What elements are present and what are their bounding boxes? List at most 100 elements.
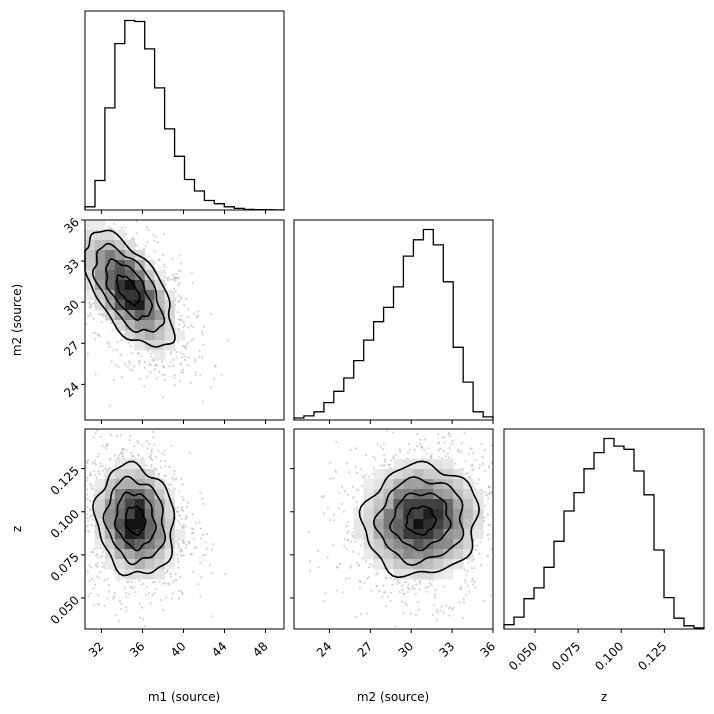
sample-point xyxy=(92,548,96,551)
sample-point xyxy=(331,477,334,480)
density-cell xyxy=(114,509,126,520)
sample-point xyxy=(185,297,188,300)
sample-point xyxy=(151,430,154,433)
sample-point xyxy=(490,461,493,464)
sample-point xyxy=(173,374,176,377)
contour-level xyxy=(372,476,465,567)
sample-point xyxy=(375,585,378,588)
sample-point xyxy=(152,436,155,439)
x-tick-label: 48 xyxy=(250,639,271,660)
sample-point xyxy=(461,617,465,620)
density-cell xyxy=(95,260,106,271)
sample-point xyxy=(467,584,470,587)
sample-point xyxy=(349,448,352,452)
density-cell xyxy=(413,489,424,500)
density-cell xyxy=(443,559,454,570)
sample-point xyxy=(149,602,152,605)
sample-point xyxy=(415,583,418,586)
sample-point xyxy=(141,444,144,447)
sample-point xyxy=(169,575,172,578)
sample-point xyxy=(110,322,113,325)
density-cell xyxy=(393,509,404,520)
sample-point xyxy=(188,542,191,545)
sample-point xyxy=(483,599,486,602)
sample-point xyxy=(112,597,115,600)
density-cell xyxy=(453,469,464,480)
sample-point xyxy=(488,533,491,536)
sample-point xyxy=(174,277,177,280)
sample-point xyxy=(474,586,477,589)
density-cell xyxy=(104,519,116,530)
sample-point xyxy=(152,357,155,360)
sample-point xyxy=(149,456,152,459)
panel-frame xyxy=(84,428,285,630)
density-cell xyxy=(363,529,374,540)
sample-point xyxy=(184,518,187,521)
sample-point xyxy=(94,338,97,341)
sample-point xyxy=(337,491,341,494)
sample-point xyxy=(366,612,369,615)
sample-point xyxy=(406,457,409,460)
sample-point xyxy=(127,341,130,344)
sample-point xyxy=(182,509,185,512)
sample-point xyxy=(88,564,91,567)
sample-point xyxy=(194,371,198,374)
sample-point xyxy=(194,360,197,363)
sample-point xyxy=(138,603,141,606)
sample-point xyxy=(345,547,348,550)
sample-point xyxy=(178,254,181,257)
sample-point xyxy=(483,504,486,507)
sample-point xyxy=(94,459,97,462)
sample-point xyxy=(366,577,369,580)
sample-point xyxy=(182,325,185,329)
sample-point xyxy=(192,337,195,340)
sample-point xyxy=(307,531,310,534)
sample-point xyxy=(104,467,107,470)
density-cell xyxy=(154,310,165,321)
density-cell xyxy=(114,559,126,570)
density-cell xyxy=(363,479,374,490)
x-tick-label: 0.050 xyxy=(506,639,540,673)
sample-point xyxy=(186,364,189,367)
sample-point xyxy=(169,278,172,281)
sample-point xyxy=(111,328,114,331)
sample-point xyxy=(334,469,337,472)
sample-point xyxy=(404,580,407,584)
sample-point xyxy=(180,549,183,552)
ylabel-z: z xyxy=(10,526,24,532)
sample-point xyxy=(202,554,205,557)
density-cell xyxy=(433,479,444,490)
sample-point xyxy=(368,475,371,478)
sample-point xyxy=(173,287,176,290)
sample-point xyxy=(198,521,201,524)
sample-point xyxy=(163,453,166,456)
sample-point xyxy=(198,349,201,352)
sample-point xyxy=(155,377,158,380)
sample-point xyxy=(89,472,92,475)
sample-point xyxy=(486,513,490,516)
sample-point xyxy=(374,457,377,460)
sample-point xyxy=(483,519,486,523)
sample-point xyxy=(364,454,368,457)
density-cell xyxy=(104,539,116,550)
density-cell xyxy=(134,459,146,470)
density-cell xyxy=(463,549,474,560)
sample-point xyxy=(427,447,430,450)
density-cell xyxy=(114,290,126,301)
sample-point xyxy=(454,462,457,466)
sample-point xyxy=(344,577,347,581)
sample-point xyxy=(181,496,184,499)
sample-point xyxy=(356,561,359,565)
sample-point xyxy=(174,507,177,510)
sample-point xyxy=(335,440,338,443)
sample-point xyxy=(144,244,148,247)
sample-point xyxy=(333,519,336,522)
sample-point xyxy=(150,352,153,355)
sample-point xyxy=(176,276,179,279)
sample-point xyxy=(328,518,331,522)
sample-point xyxy=(487,497,490,500)
density-cell xyxy=(164,340,175,351)
density-cell xyxy=(473,519,484,530)
sample-point xyxy=(145,226,148,229)
sample-point xyxy=(178,550,181,554)
